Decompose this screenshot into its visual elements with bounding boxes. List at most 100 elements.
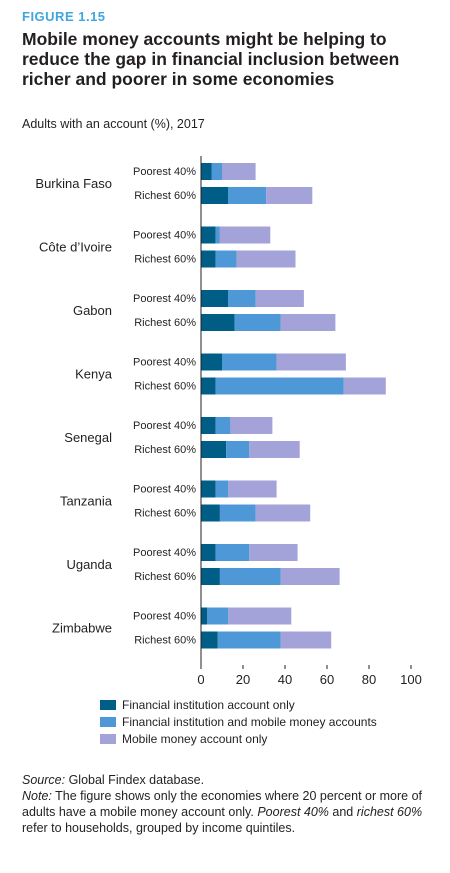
bar-segment-zimbabwe-poorest-s0: [201, 607, 208, 625]
bar-segment-c-te-d-ivoire-poorest-s2: [219, 226, 271, 244]
group-label-poorest: Poorest 40%: [133, 293, 196, 305]
legend-item-fi-only: Financial institution account only: [100, 696, 377, 713]
source-text: Global Findex database.: [68, 773, 205, 787]
bar-segment-zimbabwe-richest-s2: [280, 631, 332, 649]
bar-segment-zimbabwe-poorest-s2: [228, 607, 292, 625]
bar-segment-kenya-poorest-s2: [276, 353, 346, 371]
note-text-1: The figure shows only the economies wher…: [22, 789, 422, 819]
bar-segment-senegal-poorest-s1: [215, 417, 231, 434]
bar-segment-c-te-d-ivoire-richest-s2: [236, 250, 296, 268]
bar-segment-gabon-poorest-s2: [255, 290, 304, 307]
bar-segment-gabon-poorest-s0: [201, 290, 229, 307]
bar-segment-gabon-richest-s1: [234, 314, 281, 331]
note-and: and: [332, 805, 354, 819]
note-text-2: refer to households, grouped by income q…: [22, 821, 296, 835]
legend-swatch-fi-only: [100, 699, 116, 710]
source-line: Source: Global Findex database.: [22, 772, 432, 788]
bar-segment-gabon-poorest-s1: [228, 290, 256, 307]
bar-segment-uganda-richest-s2: [280, 568, 340, 585]
group-label-richest: Richest 60%: [134, 190, 196, 202]
note-line: Note: The figure shows only the economie…: [22, 788, 432, 836]
bar-segment-senegal-poorest-s2: [230, 417, 273, 434]
group-label-richest: Richest 60%: [134, 317, 196, 329]
bar-segment-burkina-faso-richest-s1: [228, 187, 267, 204]
group-label-poorest: Poorest 40%: [133, 166, 196, 178]
group-label-richest: Richest 60%: [134, 635, 196, 647]
group-label-poorest: Poorest 40%: [133, 611, 196, 623]
source-label: Source:: [22, 773, 66, 787]
country-label-tanzania: Tanzania: [60, 494, 113, 509]
bar-segment-senegal-poorest-s0: [201, 417, 216, 434]
bar-segment-tanzania-poorest-s1: [215, 480, 229, 498]
chart-subtitle: Adults with an account (%), 2017: [22, 117, 205, 131]
bar-segment-kenya-richest-s0: [201, 377, 216, 395]
x-tick-label: 100: [400, 672, 422, 687]
x-tick-label: 0: [197, 672, 204, 687]
x-tick-label: 20: [236, 672, 250, 687]
bar-segment-burkina-faso-poorest-s1: [211, 163, 222, 180]
bar-segment-gabon-richest-s0: [201, 314, 235, 331]
figure-label: FIGURE 1.15: [22, 9, 106, 24]
bar-segment-tanzania-poorest-s0: [201, 480, 216, 498]
country-label-senegal: Senegal: [64, 430, 112, 445]
bar-segment-senegal-richest-s2: [249, 441, 300, 458]
note-poorest: Poorest 40%: [257, 805, 329, 819]
bar-segment-c-te-d-ivoire-poorest-s0: [201, 226, 216, 244]
legend-swatch-mm-only: [100, 733, 116, 744]
group-label-poorest: Poorest 40%: [133, 420, 196, 432]
bar-segment-zimbabwe-poorest-s1: [207, 607, 229, 625]
group-label-richest: Richest 60%: [134, 444, 196, 456]
note-richest: richest 60%: [356, 805, 423, 819]
bar-segment-burkina-faso-richest-s0: [201, 187, 229, 204]
bar-segment-uganda-poorest-s1: [215, 544, 250, 561]
group-label-richest: Richest 60%: [134, 381, 196, 393]
x-tick-label: 40: [278, 672, 292, 687]
group-label-richest: Richest 60%: [134, 254, 196, 266]
note-label: Note:: [22, 789, 52, 803]
chart-title: Mobile money accounts might be helping t…: [22, 29, 400, 89]
x-tick-label: 60: [320, 672, 334, 687]
group-label-richest: Richest 60%: [134, 508, 196, 520]
legend-label-mm-only: Mobile money account only: [122, 731, 268, 746]
country-label-burkina-faso: Burkina Faso: [35, 176, 112, 191]
group-label-poorest: Poorest 40%: [133, 547, 196, 559]
stacked-bar-chart: Burkina Faso Poorest 40% Richest 60% Côte d…: [35, 156, 422, 687]
group-label-poorest: Poorest 40%: [133, 357, 196, 369]
group-label-poorest: Poorest 40%: [133, 230, 196, 242]
bar-segment-tanzania-richest-s0: [201, 504, 220, 522]
bar-segment-c-te-d-ivoire-richest-s1: [215, 250, 237, 268]
bar-segment-uganda-poorest-s0: [201, 544, 216, 561]
bar-segment-kenya-richest-s1: [215, 377, 344, 395]
legend-label-fi-and-mm: Financial institution and mobile money a…: [122, 714, 377, 729]
country-label-kenya: Kenya: [75, 367, 113, 382]
notes: Source: Global Findex database. Note: Th…: [22, 772, 432, 836]
bar-segment-burkina-faso-poorest-s0: [201, 163, 212, 180]
country-label-gabon: Gabon: [73, 303, 112, 318]
bar-segment-senegal-richest-s1: [226, 441, 250, 458]
country-label-zimbabwe: Zimbabwe: [52, 621, 112, 636]
bar-segment-kenya-richest-s2: [343, 377, 386, 395]
country-label-uganda: Uganda: [66, 557, 112, 572]
bar-segment-tanzania-poorest-s2: [228, 480, 277, 498]
bar-segment-burkina-faso-richest-s2: [266, 187, 313, 204]
legend-label-fi-only: Financial institution account only: [122, 697, 295, 712]
bar-segment-c-te-d-ivoire-poorest-s1: [215, 226, 220, 244]
bar-segment-c-te-d-ivoire-richest-s0: [201, 250, 216, 268]
legend-item-fi-and-mm: Financial institution and mobile money a…: [100, 713, 377, 730]
bar-segment-senegal-richest-s0: [201, 441, 227, 458]
country-label-c-te-d-ivoire: Côte d’Ivoire: [39, 240, 112, 255]
bar-segment-kenya-poorest-s0: [201, 353, 222, 371]
group-label-richest: Richest 60%: [134, 571, 196, 583]
group-label-poorest: Poorest 40%: [133, 484, 196, 496]
bar-segment-tanzania-richest-s2: [255, 504, 311, 522]
bar-segment-burkina-faso-poorest-s2: [222, 163, 256, 180]
bar-segment-zimbabwe-richest-s0: [201, 631, 218, 649]
bar-segment-uganda-poorest-s2: [249, 544, 298, 561]
bar-segment-uganda-richest-s1: [219, 568, 281, 585]
bar-segment-zimbabwe-richest-s1: [217, 631, 281, 649]
bar-segment-uganda-richest-s0: [201, 568, 220, 585]
bar-segment-gabon-richest-s2: [280, 314, 336, 331]
legend-swatch-fi-and-mm: [100, 716, 116, 727]
legend-item-mm-only: Mobile money account only: [100, 730, 377, 747]
legend: Financial institution account only Finan…: [100, 696, 377, 747]
